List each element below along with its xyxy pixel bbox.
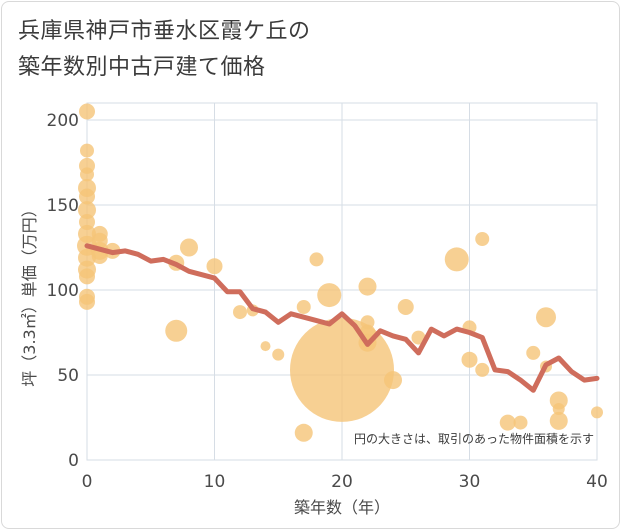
y-tick-label: 150 bbox=[47, 196, 79, 216]
size-annotation: 円の大きさは、取引のあった物件面積を示す bbox=[354, 431, 594, 446]
bubble-point bbox=[526, 345, 541, 360]
bubble-point bbox=[180, 238, 198, 257]
bubble-point bbox=[78, 201, 96, 220]
bubble-point bbox=[384, 371, 402, 390]
bubble-point bbox=[294, 423, 313, 442]
x-tick-label: 0 bbox=[82, 472, 93, 492]
trend-line-layer bbox=[84, 243, 600, 393]
bubble-point bbox=[79, 293, 95, 310]
bubble-point bbox=[317, 283, 342, 308]
x-axis-label: 築年数（年） bbox=[294, 498, 390, 517]
bubble-point bbox=[79, 214, 95, 230]
bubble-point bbox=[260, 341, 271, 352]
bubble-point bbox=[79, 103, 95, 120]
bubble-point bbox=[397, 299, 414, 315]
bubble-point bbox=[444, 247, 469, 272]
y-tick-label: 0 bbox=[68, 451, 79, 471]
bubble-point bbox=[79, 188, 95, 205]
bubble-point bbox=[272, 348, 285, 361]
bubble-point bbox=[591, 406, 603, 419]
bubble-point bbox=[78, 224, 96, 243]
bubble-point bbox=[513, 415, 528, 430]
chart-title-line-1: 兵庫県神戸市垂水区霞ケ丘の bbox=[18, 19, 311, 44]
average-price-line bbox=[84, 243, 600, 393]
bubble-point bbox=[475, 362, 490, 377]
bubble-point bbox=[552, 403, 565, 415]
y-tick-label: 200 bbox=[47, 111, 79, 131]
bubble-point bbox=[549, 411, 568, 430]
y-tick-label: 50 bbox=[57, 366, 79, 386]
bubble-point bbox=[475, 232, 490, 246]
x-tick-label: 20 bbox=[331, 472, 353, 492]
bubble-point bbox=[360, 315, 375, 330]
bubble-point bbox=[80, 167, 94, 182]
tick-labels: 0 10 20 30 40 0 50 100 150 200 bbox=[47, 111, 608, 492]
x-tick-label: 30 bbox=[459, 472, 481, 492]
bubble-point bbox=[165, 319, 188, 342]
bubble-point bbox=[79, 268, 95, 285]
bubble-point bbox=[411, 330, 426, 345]
bubble-point bbox=[233, 305, 247, 320]
bubble-point bbox=[461, 351, 478, 368]
bubble-point bbox=[80, 143, 94, 158]
y-axis-label: 坪（3.3㎡）単価（万円） bbox=[20, 201, 39, 386]
bubble-point bbox=[296, 300, 311, 314]
bubble-point bbox=[206, 258, 223, 275]
bubble-point bbox=[91, 232, 108, 249]
bubble-point bbox=[358, 277, 377, 296]
x-tick-label: 10 bbox=[204, 472, 226, 492]
x-tick-label: 40 bbox=[586, 472, 608, 492]
bubble-layer bbox=[77, 103, 603, 442]
bubble-point bbox=[309, 252, 324, 267]
bubble-point bbox=[536, 307, 556, 328]
y-tick-label: 100 bbox=[47, 281, 79, 301]
bubble-point bbox=[499, 414, 516, 431]
chart-title: 兵庫県神戸市垂水区霞ケ丘の 築年数別中古戸建て価格 bbox=[18, 14, 311, 86]
bubble-point bbox=[549, 391, 568, 410]
chart-title-line-2: 築年数別中古戸建て価格 bbox=[18, 55, 266, 80]
